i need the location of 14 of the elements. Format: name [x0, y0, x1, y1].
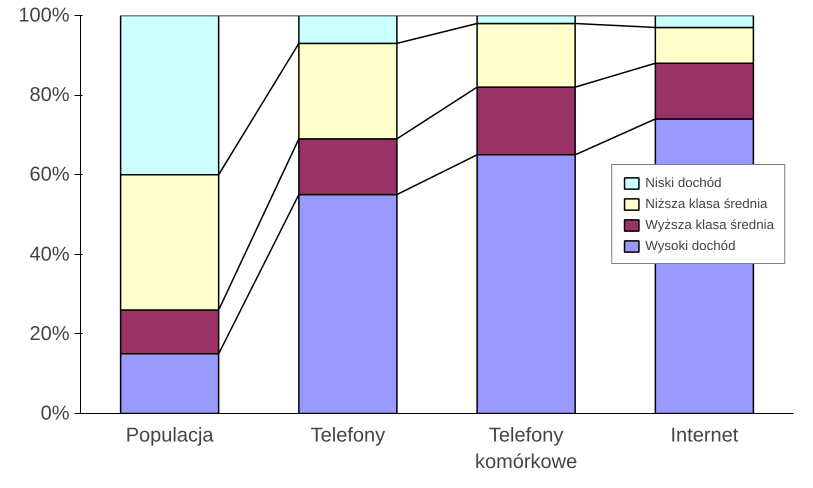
legend-label: Niski dochód	[645, 175, 722, 190]
y-tick-label: 20%	[29, 322, 70, 345]
y-tick-label: 40%	[29, 243, 70, 266]
x-tick-label: Internet	[670, 424, 739, 446]
legend-label: Wyższa klasa średnia	[645, 217, 774, 232]
y-tick-label: 100%	[18, 4, 70, 26]
x-tick-label: Telefony komórkowe	[474, 424, 578, 473]
legend-label: Niższa klasa średnia	[645, 196, 768, 211]
y-tick-label: 80%	[29, 84, 70, 106]
y-tick-label: 0%	[40, 402, 70, 424]
x-tick-label: Populacja	[126, 424, 214, 446]
x-tick-label: Telefony	[310, 424, 386, 446]
legend-label: Wysoki dochód	[645, 238, 736, 253]
y-tick-label: 60%	[29, 164, 70, 186]
